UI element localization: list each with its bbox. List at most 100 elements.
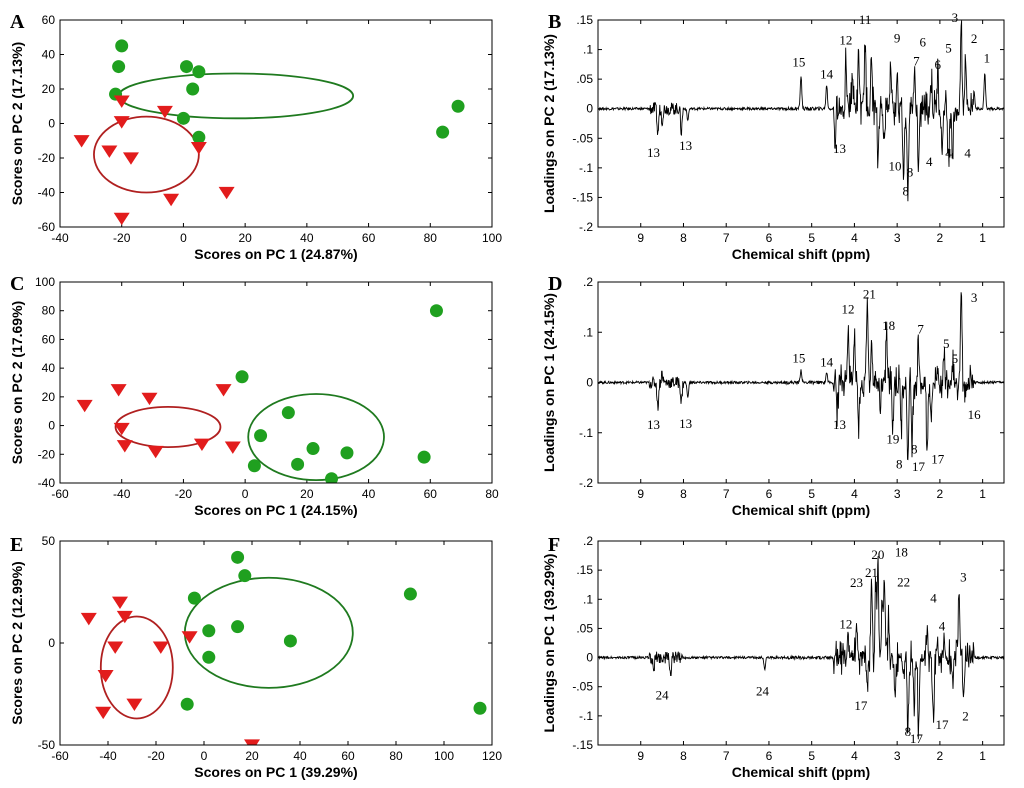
peak-annotation: 12 <box>839 33 852 48</box>
score-point-triangle <box>147 445 164 459</box>
confidence-ellipse-red <box>99 615 174 720</box>
x-axis-label: Chemical shift (ppm) <box>732 502 870 518</box>
x-tick-label: 2 <box>937 231 944 245</box>
score-point-circle <box>192 130 206 144</box>
x-tick-label: 120 <box>482 749 502 763</box>
x-tick-label: -60 <box>51 487 69 501</box>
panel-label: C <box>10 273 24 295</box>
plot-frame <box>59 281 493 484</box>
peak-annotation: 16 <box>968 407 982 422</box>
y-tick-label: -.15 <box>572 190 593 204</box>
peak-annotation: 17 <box>912 459 926 474</box>
score-point-triangle <box>122 152 139 165</box>
y-tick-label: -60 <box>38 220 56 234</box>
y-axis-label: Loadings on PC 1 (39.29%) <box>541 554 557 733</box>
peak-annotation: 15 <box>792 350 805 365</box>
panel-label: E <box>10 534 23 556</box>
score-point-circle <box>473 701 487 715</box>
score-point-triangle <box>193 438 210 452</box>
score-point-circle <box>417 450 431 464</box>
score-point-triangle <box>73 135 90 148</box>
peak-annotation: 19 <box>886 431 899 446</box>
x-tick-label: 1 <box>979 487 986 501</box>
peak-annotation: 10 <box>889 159 902 174</box>
peak-annotation: 14 <box>820 354 834 369</box>
y-tick-label: -.05 <box>572 680 593 694</box>
x-tick-label: 1 <box>979 231 986 245</box>
y-tick-label: .05 <box>576 621 593 635</box>
x-tick-label: 8 <box>680 487 687 501</box>
confidence-ellipse-green <box>247 393 385 482</box>
x-tick-label: -20 <box>147 749 165 763</box>
x-tick-label: 5 <box>808 487 815 501</box>
y-tick-label: .1 <box>583 592 593 606</box>
score-point-circle <box>429 304 443 318</box>
x-tick-label: 9 <box>637 749 644 763</box>
y-tick-label: -.05 <box>572 131 593 145</box>
peak-annotation: 17 <box>936 717 950 732</box>
score-point-circle <box>436 125 450 139</box>
score-point-triangle <box>181 631 198 644</box>
y-tick-label: .2 <box>583 534 593 548</box>
x-tick-label: 7 <box>723 231 730 245</box>
y-axis-label: Loadings on PC 1 (24.15%) <box>541 293 557 472</box>
loading-spectrum-line <box>598 556 1004 740</box>
y-tick-label: -.1 <box>579 161 593 175</box>
peak-annotation: 21 <box>865 565 878 580</box>
score-point-triangle <box>152 641 169 654</box>
x-tick-label: 4 <box>851 231 858 245</box>
x-tick-label: 40 <box>300 231 314 245</box>
x-tick-label: 80 <box>389 749 403 763</box>
score-point-triangle <box>116 440 133 453</box>
score-point-circle <box>187 591 201 605</box>
peak-annotation: 4 <box>930 591 937 606</box>
peak-annotation: 17 <box>931 451 945 466</box>
x-tick-label: 6 <box>766 487 773 501</box>
x-tick-label: 2 <box>937 749 944 763</box>
x-tick-label: 60 <box>341 749 355 763</box>
peak-annotation: 6 <box>935 57 942 72</box>
x-tick-label: 100 <box>434 749 454 763</box>
y-tick-label: 50 <box>42 534 56 548</box>
x-tick-label: 0 <box>201 749 208 763</box>
peak-annotation: 13 <box>647 145 660 160</box>
peak-annotation: 21 <box>863 287 876 302</box>
y-tick-label: -.1 <box>579 709 593 723</box>
y-axis-label: Scores on PC 2 (17.13%) <box>9 42 25 205</box>
y-tick-label: 0 <box>586 376 593 390</box>
peak-annotation: 2 <box>962 708 969 723</box>
score-point-circle <box>281 406 295 420</box>
x-axis-label: Scores on PC 1 (24.15%) <box>194 502 357 518</box>
plot-frame <box>597 281 1005 484</box>
peak-annotation: 12 <box>839 616 852 631</box>
x-tick-label: 3 <box>894 749 901 763</box>
score-point-circle <box>202 624 216 638</box>
score-point-triangle <box>156 105 173 119</box>
peak-annotation: 8 <box>896 456 903 471</box>
x-tick-label: -20 <box>113 231 131 245</box>
peak-annotation: 7 <box>917 322 924 337</box>
peak-annotation: 18 <box>895 545 908 560</box>
plot-area <box>76 304 443 483</box>
y-tick-label: .1 <box>583 325 593 339</box>
score-point-triangle <box>101 145 118 158</box>
confidence-ellipse-green <box>117 72 355 120</box>
peak-annotation: 8 <box>911 441 918 456</box>
score-point-triangle <box>224 441 241 454</box>
y-tick-label: -50 <box>38 738 56 752</box>
y-tick-label: -.2 <box>579 476 593 490</box>
score-point-circle <box>340 446 354 460</box>
peak-annotation: 24 <box>756 683 770 698</box>
score-point-triangle <box>97 670 114 683</box>
peak-annotation: 22 <box>897 574 910 589</box>
score-point-triangle <box>113 422 130 436</box>
score-point-triangle <box>163 193 180 207</box>
score-point-circle <box>176 111 190 125</box>
y-axis-label: Scores on PC 2 (17.69%) <box>9 301 25 464</box>
x-tick-label: -40 <box>113 487 131 501</box>
peak-annotation: 3 <box>952 10 959 25</box>
y-tick-label: 0 <box>48 117 55 131</box>
x-tick-label: 60 <box>362 231 376 245</box>
